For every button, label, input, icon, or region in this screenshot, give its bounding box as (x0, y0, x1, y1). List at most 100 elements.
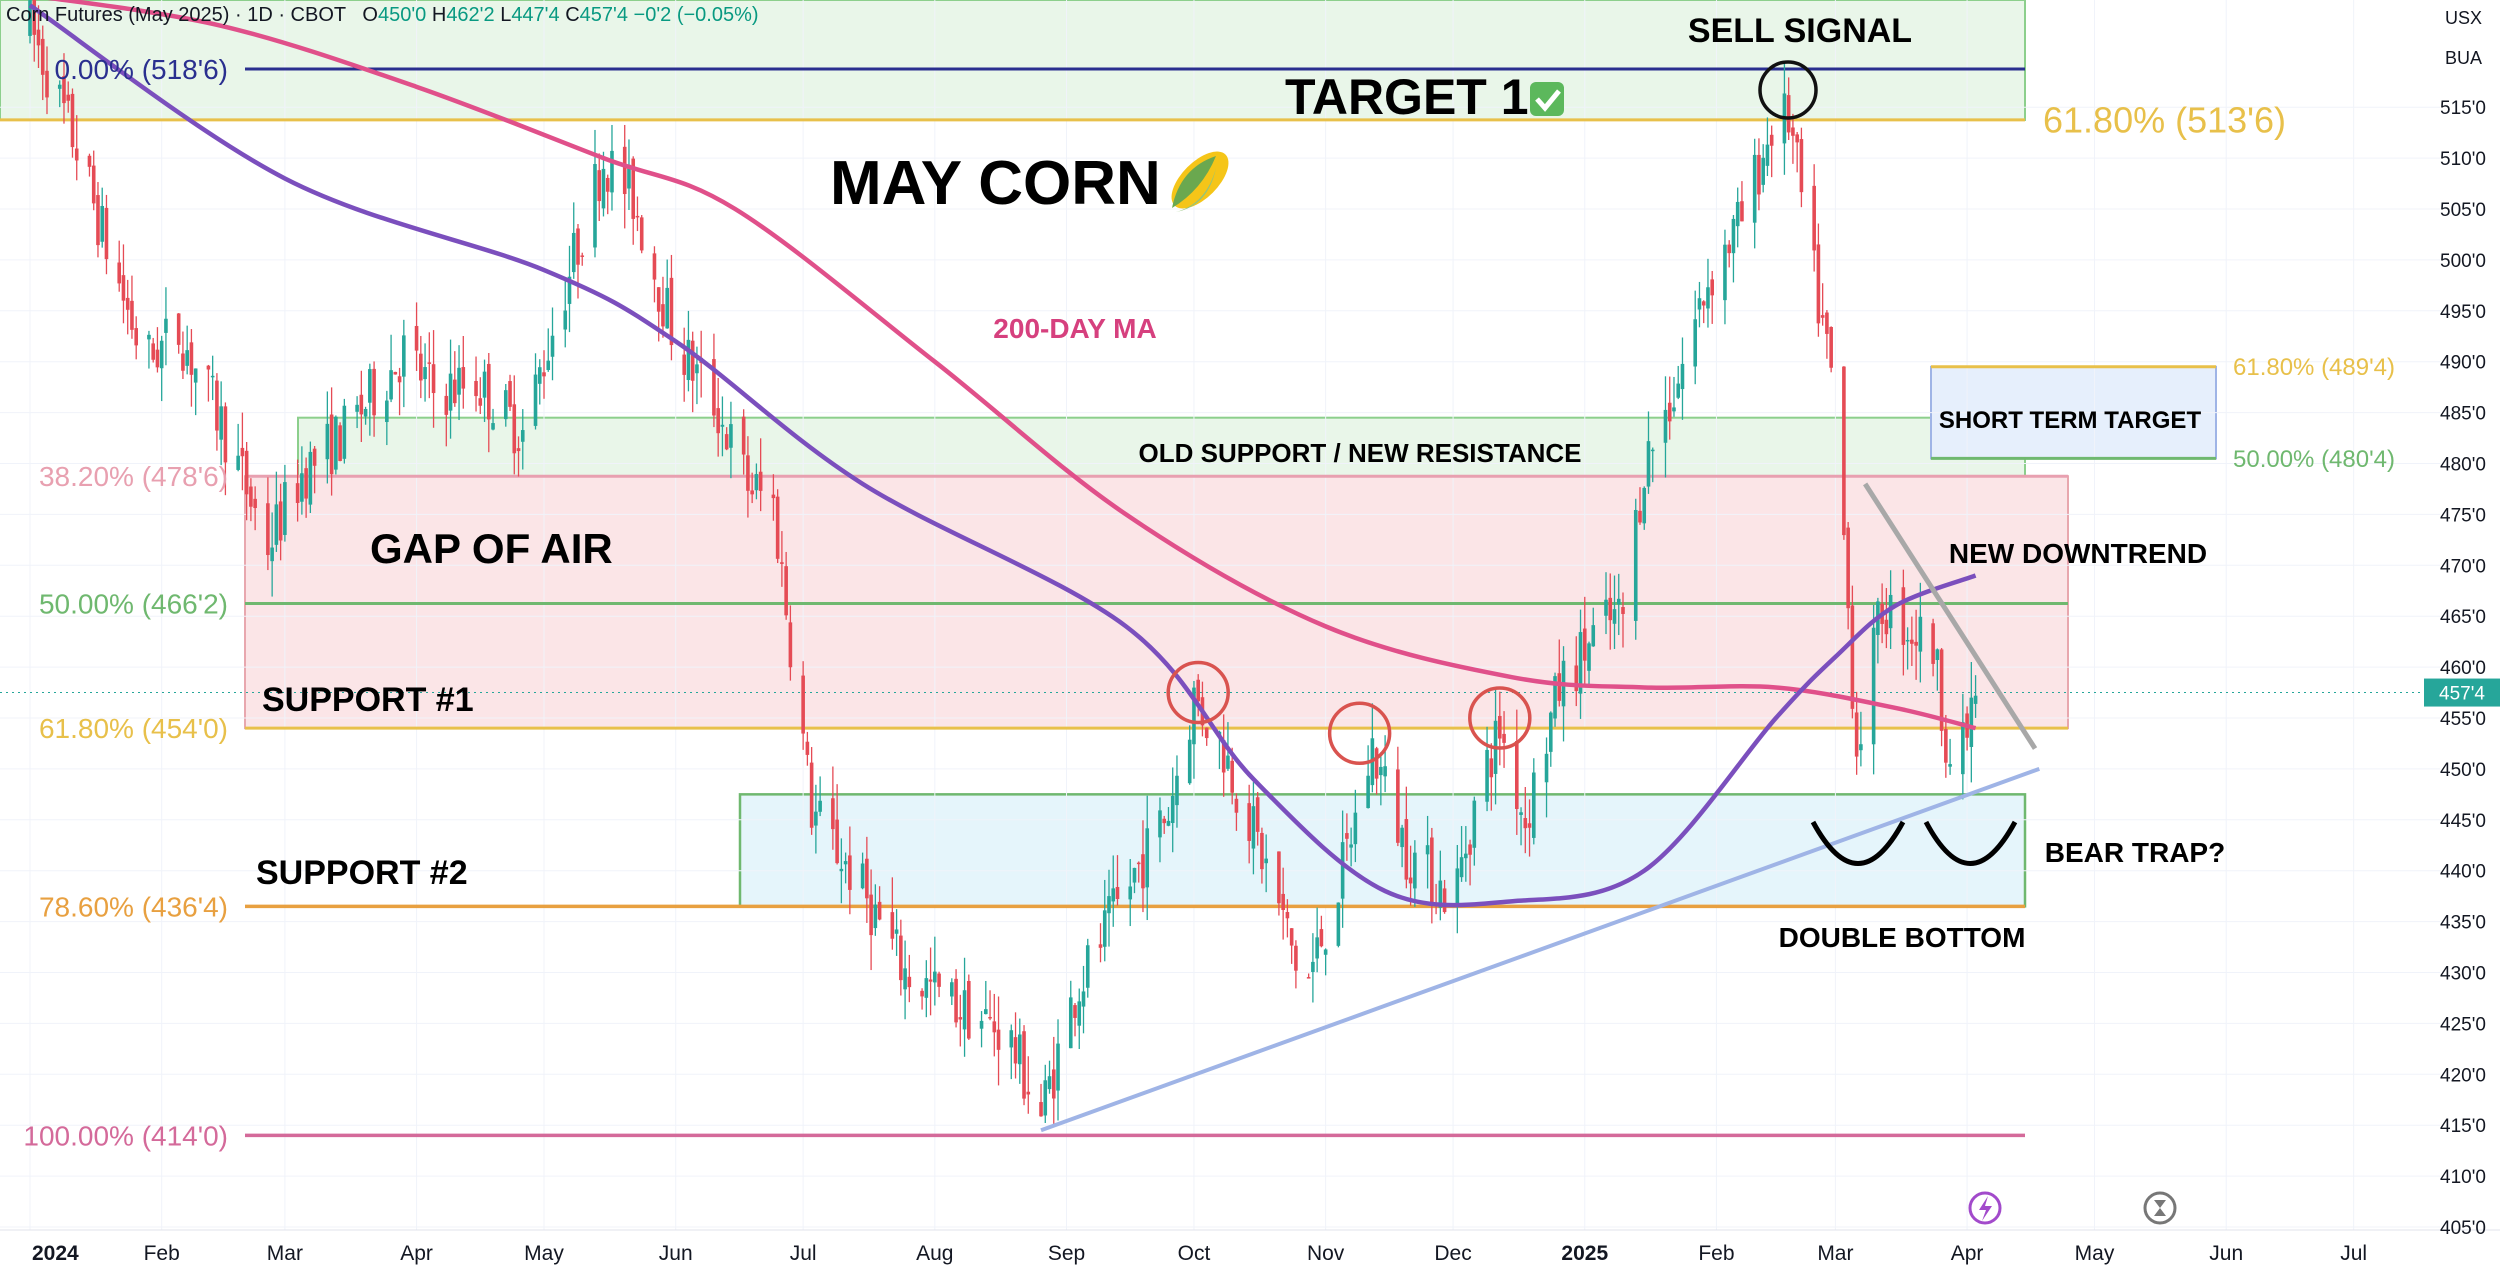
candle-body (1459, 857, 1464, 878)
candle-body (1162, 818, 1167, 824)
candle-body (1502, 733, 1506, 743)
candle-body (1107, 896, 1111, 914)
price-tick-label: 405'0 (2440, 1218, 2486, 1239)
candle-body (134, 328, 138, 346)
candle-body (1587, 643, 1591, 671)
candle-body (928, 979, 933, 982)
time-tick-label: Nov (1307, 1242, 1345, 1265)
candle-body (1111, 888, 1116, 902)
candle-body (1073, 1005, 1077, 1018)
candle-body (550, 335, 555, 357)
candle-body (223, 406, 228, 463)
candle-body (533, 374, 538, 426)
candle-body (419, 353, 423, 381)
candle-body (1650, 449, 1655, 452)
candle-body (1400, 827, 1404, 848)
candle-body (219, 406, 223, 440)
fib-label-left: 38.20% (478'6) (39, 461, 228, 492)
candle-body (1102, 910, 1107, 947)
candle-body (1944, 729, 1948, 763)
candle-body (1731, 218, 1736, 254)
candle-body (1846, 527, 1850, 609)
candle-body (1884, 619, 1889, 635)
candle-body (1608, 597, 1613, 621)
support2-label: SUPPORT #2 (256, 854, 468, 892)
timer-icon[interactable] (2143, 1191, 2177, 1225)
candle-body (1136, 862, 1141, 865)
candle-body (593, 164, 597, 248)
candle-body (746, 455, 750, 491)
candle-body (338, 425, 342, 461)
candle-body (1425, 845, 1430, 855)
time-tick-label: Apr (400, 1242, 433, 1265)
time-tick-label: Jul (2340, 1242, 2367, 1265)
corn-emoji (1171, 151, 1229, 212)
candle-body (690, 340, 695, 381)
candle-body (958, 1017, 963, 1020)
candle-body (334, 416, 338, 470)
price-tick-label: 480'0 (2440, 455, 2486, 476)
candle-body (758, 471, 763, 491)
price-tick-label: 455'0 (2440, 709, 2486, 730)
candle-body (894, 929, 899, 934)
candle-body (1786, 95, 1791, 133)
candle-body (1740, 201, 1744, 222)
candle-body (155, 349, 160, 368)
lightning-icon[interactable] (1968, 1191, 2002, 1225)
fib-label-left: 50.00% (466'2) (39, 588, 228, 619)
resistance-circle (1166, 660, 1230, 725)
unit-label[interactable]: BUA (2444, 48, 2482, 68)
candle-body (1404, 819, 1409, 880)
candle-body (1221, 740, 1226, 773)
resistance-circle (1468, 686, 1532, 750)
candle-body (1017, 1034, 1022, 1065)
candle-body (36, 29, 41, 46)
candle-body (1085, 945, 1090, 988)
ma-short-line (28, 3, 1977, 908)
candle-body (253, 498, 257, 509)
candle-body (159, 340, 164, 369)
old-support-label: OLD SUPPORT / NEW RESISTANCE (1139, 438, 1582, 468)
candle-body (1752, 154, 1757, 223)
candle-body (1935, 649, 1940, 661)
time-tick-label: Aug (916, 1242, 953, 1265)
candle-body (62, 76, 66, 104)
candle-body (1676, 383, 1681, 398)
candle-body (1345, 833, 1349, 839)
candle-body (1098, 944, 1103, 948)
time-tick-label: Dec (1434, 1242, 1471, 1265)
candle-body (1196, 679, 1200, 702)
candle-body (389, 370, 393, 400)
sell-signal-circle (1758, 60, 1818, 120)
candle-body (1672, 407, 1676, 412)
candle-body (809, 762, 814, 828)
candle-body (1812, 185, 1816, 251)
candle-body (402, 335, 406, 377)
downtrend-line (1863, 482, 2038, 750)
candle-body (474, 380, 478, 397)
candle-body (988, 1016, 992, 1019)
price-tick-label: 445'0 (2440, 811, 2486, 832)
candle-body (1531, 772, 1536, 838)
candle-body (181, 353, 185, 371)
candle-body (1455, 868, 1460, 904)
candle-body (1693, 319, 1698, 367)
price-tick-label: 500'0 (2440, 251, 2486, 272)
candle-body (91, 165, 96, 204)
currency-label[interactable]: USX (2444, 8, 2482, 28)
candle-body (1366, 775, 1370, 809)
candle-body (185, 350, 189, 366)
candle-body (478, 398, 483, 406)
candle-body (1226, 755, 1230, 769)
candle-body (1408, 877, 1413, 884)
fib-label-right: 61.80% (489'4) (2233, 354, 2395, 381)
candle-body (1765, 144, 1770, 166)
candle-body (1311, 961, 1315, 972)
candle-body (368, 369, 372, 403)
candle-body (1527, 823, 1532, 828)
candle-body (716, 408, 720, 434)
candle-body (656, 287, 661, 312)
candle-body (1850, 605, 1855, 709)
candle-body (1281, 893, 1285, 910)
candle-body (686, 339, 691, 381)
